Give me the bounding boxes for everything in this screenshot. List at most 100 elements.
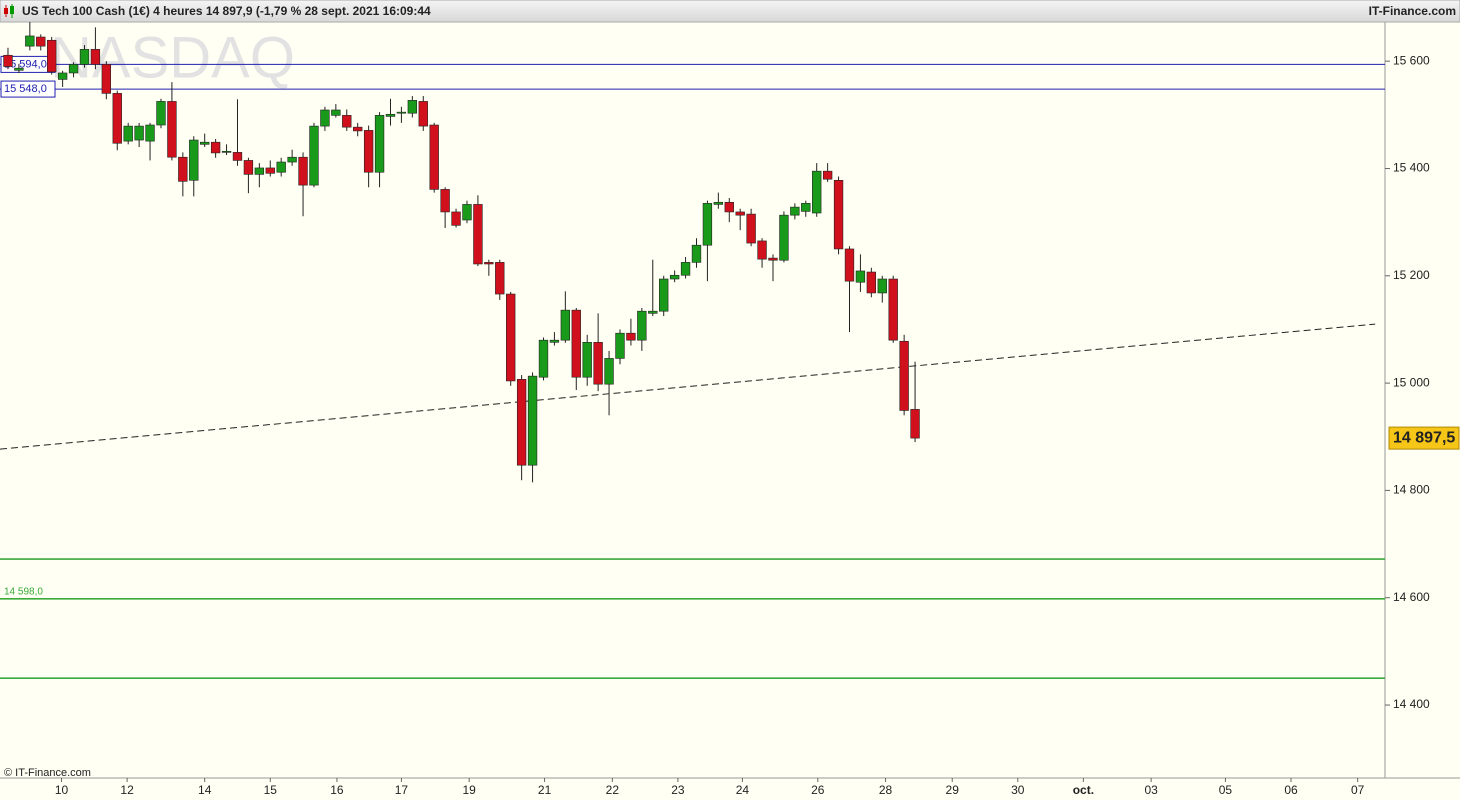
- level-label: 14 598,0: [4, 586, 43, 597]
- candle-body: [145, 124, 155, 142]
- candle-body: [506, 293, 516, 382]
- candle-body: [516, 379, 527, 466]
- candle-body: [495, 262, 505, 295]
- candle-body: [331, 109, 341, 116]
- candle-body: [484, 262, 494, 265]
- last-price-label: 14 897,5: [1393, 429, 1455, 446]
- candle-body: [407, 100, 418, 114]
- candle-body: [156, 101, 166, 126]
- candle-body: [702, 203, 713, 246]
- candle-body: [757, 240, 767, 260]
- candle-body: [353, 126, 363, 132]
- candle-body: [746, 213, 756, 244]
- candle-body: [680, 262, 691, 276]
- x-tick-label: 12: [120, 783, 134, 797]
- candle-body: [713, 201, 724, 205]
- candle-body: [877, 278, 887, 294]
- last-price-box: [1388, 426, 1460, 450]
- candle-body: [101, 64, 112, 94]
- candle-body: [866, 271, 877, 294]
- candle-body: [724, 201, 734, 213]
- candle-body: [473, 204, 483, 265]
- candle-body: [79, 49, 90, 65]
- candle-body: [320, 109, 330, 127]
- header-bar: [0, 0, 1460, 23]
- candle-body: [178, 156, 188, 182]
- candle-body: [615, 332, 625, 359]
- candle-body: [342, 115, 352, 128]
- candle-body: [735, 211, 745, 216]
- candle-body: [429, 124, 439, 190]
- candle-body: [374, 115, 385, 173]
- candle-body: [243, 160, 254, 175]
- x-tick-label: 16: [330, 783, 344, 797]
- candle-body: [790, 206, 800, 216]
- level-label: 15 594,0: [4, 58, 47, 70]
- x-tick-label: 24: [736, 783, 750, 797]
- level-label: 15 548,0: [4, 83, 47, 95]
- y-tick-label: 15 000: [1393, 375, 1430, 389]
- candle-body: [25, 35, 35, 47]
- candle-body: [134, 125, 144, 141]
- candle-body: [309, 125, 319, 186]
- candle-body: [768, 257, 778, 261]
- level-label-box: [0, 80, 56, 98]
- candle-body: [232, 152, 243, 161]
- candle-body: [440, 189, 450, 213]
- x-tick-label: oct.: [1073, 783, 1094, 797]
- x-tick-label: 14: [198, 783, 212, 797]
- candle-body: [593, 342, 603, 385]
- candle-body: [833, 179, 844, 250]
- candle-body: [363, 130, 374, 173]
- candle-body: [626, 332, 636, 341]
- candle-body: [210, 141, 221, 154]
- candle-body: [527, 375, 538, 466]
- x-tick-label: 22: [606, 783, 620, 797]
- candle-body: [538, 339, 549, 378]
- candle-body: [221, 151, 232, 153]
- candle-body: [801, 203, 811, 212]
- y-tick-label: 15 400: [1393, 161, 1430, 175]
- candle-body: [3, 54, 13, 67]
- candle-body: [648, 310, 658, 314]
- x-tick-label: 07: [1351, 783, 1365, 797]
- x-tick-label: 19: [462, 783, 476, 797]
- candle-body: [822, 170, 833, 180]
- y-tick-label: 15 600: [1393, 53, 1430, 67]
- candle-body: [560, 309, 571, 341]
- y-tick-label: 15 200: [1393, 268, 1430, 282]
- y-tick-label: 14 400: [1393, 697, 1430, 711]
- candle-body: [910, 409, 920, 439]
- candle-body: [899, 340, 909, 411]
- candle-body: [36, 36, 46, 47]
- candle-body: [396, 111, 407, 114]
- footer: © IT-Finance.com: [4, 767, 91, 779]
- candle-body: [571, 309, 581, 378]
- x-tick-label: 06: [1284, 783, 1298, 797]
- x-tick-label: 23: [671, 783, 685, 797]
- candle-body: [855, 270, 866, 283]
- candle-body: [123, 125, 133, 142]
- x-tick-label: 21: [538, 783, 552, 797]
- candle-body: [265, 167, 275, 174]
- candle-body: [844, 248, 855, 282]
- x-tick-label: 10: [55, 783, 69, 797]
- candle-body: [298, 156, 308, 186]
- candle-body: [200, 141, 210, 145]
- candle-body: [604, 358, 614, 385]
- brand: IT-Finance.com: [1369, 4, 1456, 18]
- candle-body: [90, 49, 101, 65]
- header-icon: [4, 4, 14, 18]
- candle-body: [14, 67, 24, 71]
- x-tick-label: 15: [264, 783, 278, 797]
- candle-body: [779, 214, 789, 261]
- candle-body: [385, 113, 396, 117]
- y-tick-label: 14 800: [1393, 483, 1430, 497]
- candle-body: [812, 170, 822, 214]
- candle-body: [189, 139, 199, 181]
- candle-body: [669, 274, 680, 280]
- candle-body: [47, 39, 57, 73]
- x-tick-label: 05: [1219, 783, 1233, 797]
